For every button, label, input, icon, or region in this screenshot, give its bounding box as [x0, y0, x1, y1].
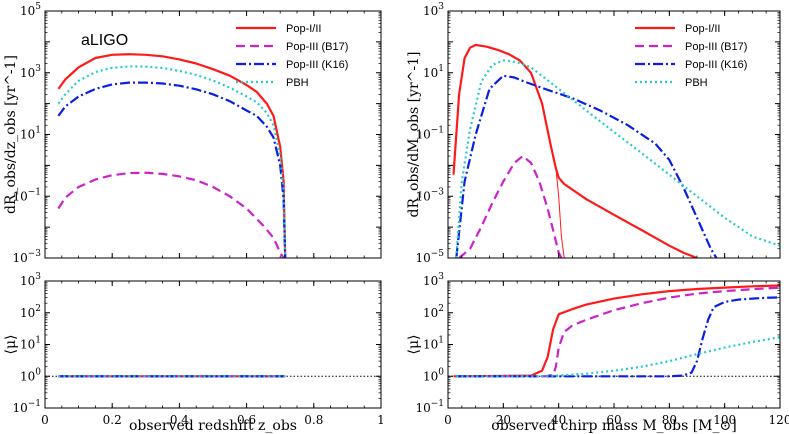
y-tick-label: 103: [423, 2, 444, 18]
y-tick-label: 100: [20, 367, 41, 383]
y-tick-label: 10−1: [12, 399, 41, 415]
series-line-pop3b17: [459, 286, 780, 378]
legend-label: Pop-I/II: [685, 23, 720, 35]
x-tick-label: 40: [551, 413, 566, 427]
y-tick-label: 10−3: [12, 249, 41, 265]
x-axis-label: observed chirp mass M_obs [M_⊙]: [491, 418, 736, 434]
chart-top-left: 10−3 10−1 101 103 105 dR_obs/dz_obs [yr^-1] aL…: [3, 2, 382, 265]
x-tick-label: 1: [377, 413, 385, 427]
legend-label: PBH: [685, 77, 708, 89]
x-tick-label: 100: [713, 413, 736, 427]
y-tick-label: 103: [20, 64, 41, 80]
chart-bottom-right: 0 20 40 60 80 100 120 10−1 100 101 102 103 observed …: [406, 272, 789, 434]
detector-label: aLIGO: [81, 32, 128, 49]
y-tick-label: 10−1: [415, 126, 444, 142]
y-axis-label: ⟨μ⟩: [3, 334, 19, 354]
y-tick-label: 101: [423, 336, 444, 352]
series-group: [57, 53, 287, 258]
x-tick-label: 80: [662, 413, 677, 427]
series-line-pop3b17: [458, 155, 563, 258]
series-line-pbh: [57, 65, 287, 258]
series-line-pop12: [452, 43, 698, 258]
series-line-pbh: [455, 59, 780, 258]
series-line-pop3k16: [455, 74, 718, 258]
chart-top-right: 10−5 10−3 10−1 101 103 dR_obs/dM_obs [yr^-1] P…: [406, 2, 781, 265]
series-line-pop12: [57, 53, 287, 258]
x-tick-label: 60: [606, 413, 621, 427]
series-line-pop3k16: [57, 81, 287, 258]
chart-bottom-left: 0 0.2 0.4 0.6 0.8 1 10−1 100 101 102 103 observed r…: [3, 272, 385, 434]
series-group: [452, 43, 780, 258]
x-tick-label: 120: [769, 413, 789, 427]
y-tick-label: 103: [423, 272, 444, 288]
y-tick-label: 101: [423, 64, 444, 80]
y-tick-label: 10−1: [12, 187, 41, 203]
x-tick-label: 0.6: [237, 413, 256, 427]
legend: Pop-I/II Pop-III (B17) Pop-III (K16) PBH: [635, 23, 747, 89]
x-tick-label: 0.4: [170, 413, 189, 427]
legend-label: Pop-I/II: [286, 23, 321, 35]
y-tick-label: 105: [20, 2, 41, 18]
series-line-pop12: [453, 284, 780, 378]
x-tick-label: 0.2: [103, 413, 122, 427]
x-tick-label: 20: [496, 413, 511, 427]
series-line-pop3b17: [57, 171, 285, 258]
x-tick-label: 0: [444, 413, 452, 427]
y-tick-label: 100: [423, 367, 444, 383]
y-tick-label: 10−3: [415, 187, 444, 203]
plot-frame: [447, 280, 781, 409]
y-tick-label: 102: [423, 304, 444, 320]
series-line-pop3k16: [456, 296, 780, 378]
y-axis-label: ⟨μ⟩: [406, 334, 422, 354]
y-tick-label: 103: [20, 272, 41, 288]
legend-label: Pop-III (B17): [685, 41, 747, 53]
y-axis-label: dR_obs/dM_obs [yr^-1]: [406, 51, 422, 217]
series-group: [453, 284, 780, 378]
legend-label: Pop-III (B17): [286, 41, 348, 53]
legend-label: Pop-III (K16): [286, 59, 348, 71]
x-tick-label: 0: [41, 413, 49, 427]
series-line-pbh: [456, 336, 780, 378]
plot-frame: [44, 280, 382, 409]
x-tick-label: 0.8: [304, 413, 323, 427]
series-line-pop12-thin: [555, 168, 565, 258]
y-tick-label: 10−5: [415, 249, 444, 265]
y-axis-label: dR_obs/dz_obs [yr^-1]: [3, 55, 19, 214]
legend-label: Pop-III (K16): [685, 59, 747, 71]
legend: Pop-I/II Pop-III (B17) Pop-III (K16) PBH: [236, 23, 348, 89]
y-tick-label: 10−1: [415, 399, 444, 415]
legend-label: PBH: [286, 77, 309, 89]
y-tick-label: 101: [20, 126, 41, 142]
x-axis-label: observed redshift z_obs: [129, 418, 297, 434]
y-tick-label: 102: [20, 304, 41, 320]
y-tick-label: 101: [20, 336, 41, 352]
